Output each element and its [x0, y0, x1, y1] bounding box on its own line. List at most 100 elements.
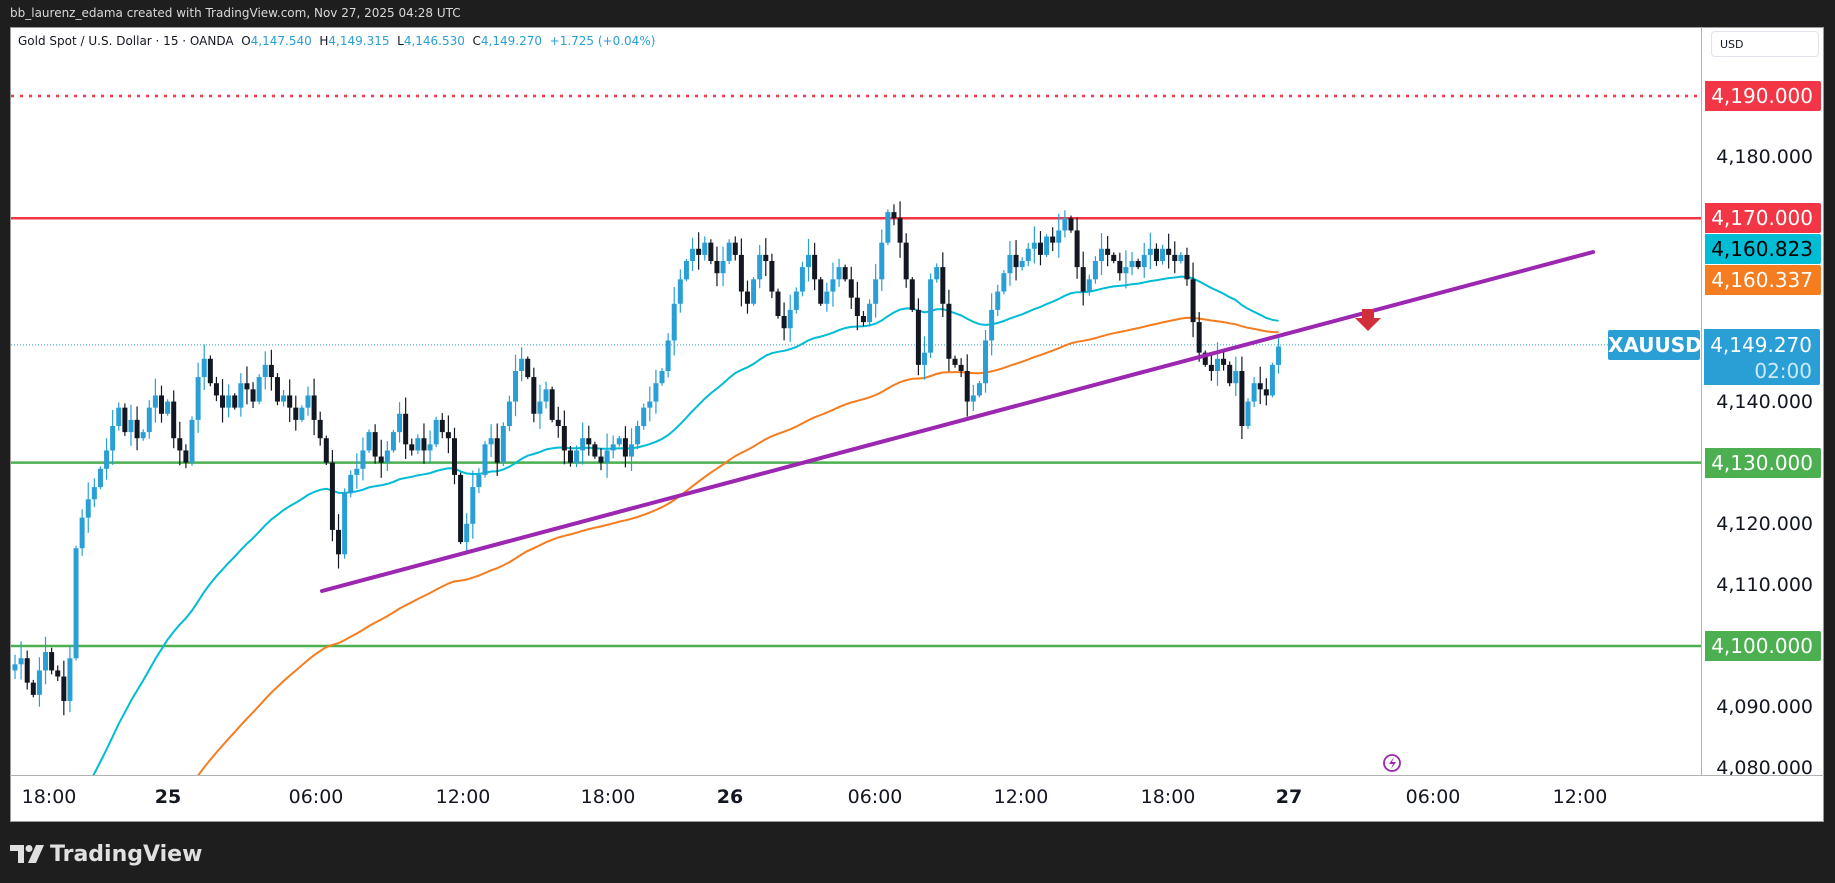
lightning-glyph — [1389, 757, 1396, 769]
candle-body — [146, 407, 152, 433]
candle-body — [152, 395, 158, 408]
candle-body — [1172, 254, 1178, 261]
candle-body — [952, 358, 958, 365]
candle-body — [1208, 364, 1214, 371]
candle-body — [751, 279, 757, 304]
candle-body — [1135, 260, 1141, 268]
candle-body — [183, 450, 189, 463]
tradingview-branding: TradingView — [10, 836, 202, 872]
candle-body — [1153, 248, 1159, 261]
candle-body — [867, 303, 873, 323]
candle-body — [891, 212, 897, 219]
candle-body — [354, 468, 360, 475]
candle-body — [311, 395, 317, 420]
candle-body — [140, 432, 146, 439]
candle-body — [1111, 254, 1117, 261]
price-axis[interactable]: 4,180.000 4,140.000 4,120.000 4,110.000 4,09… — [1701, 27, 1825, 779]
candle-body — [293, 407, 299, 420]
candle-body — [793, 291, 799, 310]
time-axis[interactable]: 18:00 25 06:00 12:00 18:00 26 06:00 12:00 18:00 2… — [10, 775, 1824, 823]
candle-body — [976, 383, 982, 396]
attribution-bar: bb_laurenz_edama created with TradingVie… — [0, 0, 1835, 27]
chart-legend: Gold Spot / U.S. Dollar · 15 · OANDA O4,… — [18, 34, 655, 48]
candle-body — [1141, 254, 1147, 268]
candle-body — [329, 462, 335, 530]
candle-body — [848, 279, 854, 298]
candle-body — [201, 358, 207, 378]
candle-body — [195, 377, 201, 420]
candle-body — [1129, 260, 1135, 268]
candle-body — [989, 309, 995, 341]
candle-body — [494, 438, 500, 463]
candle-body — [934, 267, 940, 280]
candle-body — [226, 395, 232, 408]
time-tick: 18:00 — [21, 786, 77, 808]
candle-body — [665, 340, 671, 371]
candle-body — [91, 487, 97, 500]
candle-body — [1147, 248, 1153, 255]
candle-body — [897, 218, 903, 243]
low-value: 4,146.530 — [403, 34, 465, 48]
candle-body — [671, 303, 677, 341]
currency-selector[interactable]: USD — [1711, 31, 1819, 57]
candle-body — [97, 468, 103, 488]
candle-body — [323, 438, 329, 463]
candle-body — [738, 254, 744, 292]
candle-body — [30, 682, 36, 695]
moving-average-slow — [197, 316, 1279, 775]
candle-body — [55, 670, 61, 677]
plot-area[interactable] — [11, 94, 1701, 883]
candle-body — [903, 242, 909, 280]
symbol-description[interactable]: Gold Spot / U.S. Dollar · 15 · OANDA — [18, 34, 234, 48]
candle-body — [604, 450, 610, 463]
candle-body — [274, 377, 280, 402]
chart-frame — [10, 27, 1824, 822]
close-value: 4,149.270 — [480, 34, 542, 48]
candle-body — [244, 383, 250, 390]
candle-body — [854, 297, 860, 316]
candle-body — [220, 395, 226, 408]
candle-body — [49, 652, 55, 671]
candle-body — [909, 279, 915, 310]
candle-body — [61, 676, 67, 701]
candle-body — [1025, 248, 1031, 261]
candle-body — [1092, 260, 1098, 280]
candle-body — [366, 432, 372, 451]
candle-body — [1013, 254, 1019, 268]
candle-body — [1056, 230, 1062, 243]
candle-body — [372, 432, 378, 457]
candle-body — [1123, 267, 1129, 274]
candle-body — [378, 456, 384, 463]
candle-body — [1166, 248, 1172, 255]
candle-body — [824, 291, 830, 304]
candle-body — [1178, 254, 1184, 261]
candle-body — [812, 254, 818, 280]
candle-body — [1001, 273, 1007, 292]
candle-body — [506, 401, 512, 426]
candle-body — [1019, 260, 1025, 268]
candle-body — [555, 419, 561, 426]
candle-body — [171, 401, 177, 439]
candle-body — [18, 658, 24, 665]
candle-body — [43, 652, 49, 671]
candle-body — [1190, 279, 1196, 323]
candle-body — [610, 444, 616, 451]
lightning-icon — [1383, 754, 1401, 772]
candle-body — [958, 364, 964, 371]
candle-body — [659, 370, 665, 384]
candle-body — [1269, 364, 1275, 396]
candle-body — [732, 242, 738, 255]
candle-body — [720, 260, 726, 274]
candle-body — [775, 291, 781, 316]
candle-body — [921, 352, 927, 365]
candle-body — [12, 664, 18, 671]
candle-body — [763, 254, 769, 261]
candle-body — [207, 358, 213, 384]
candle-body — [409, 444, 415, 451]
candle-body — [946, 303, 952, 359]
candle-body — [983, 340, 989, 384]
price-level-tag: 4,100.000 — [1705, 630, 1821, 661]
candle-body — [116, 407, 122, 426]
candle-body — [415, 438, 421, 451]
